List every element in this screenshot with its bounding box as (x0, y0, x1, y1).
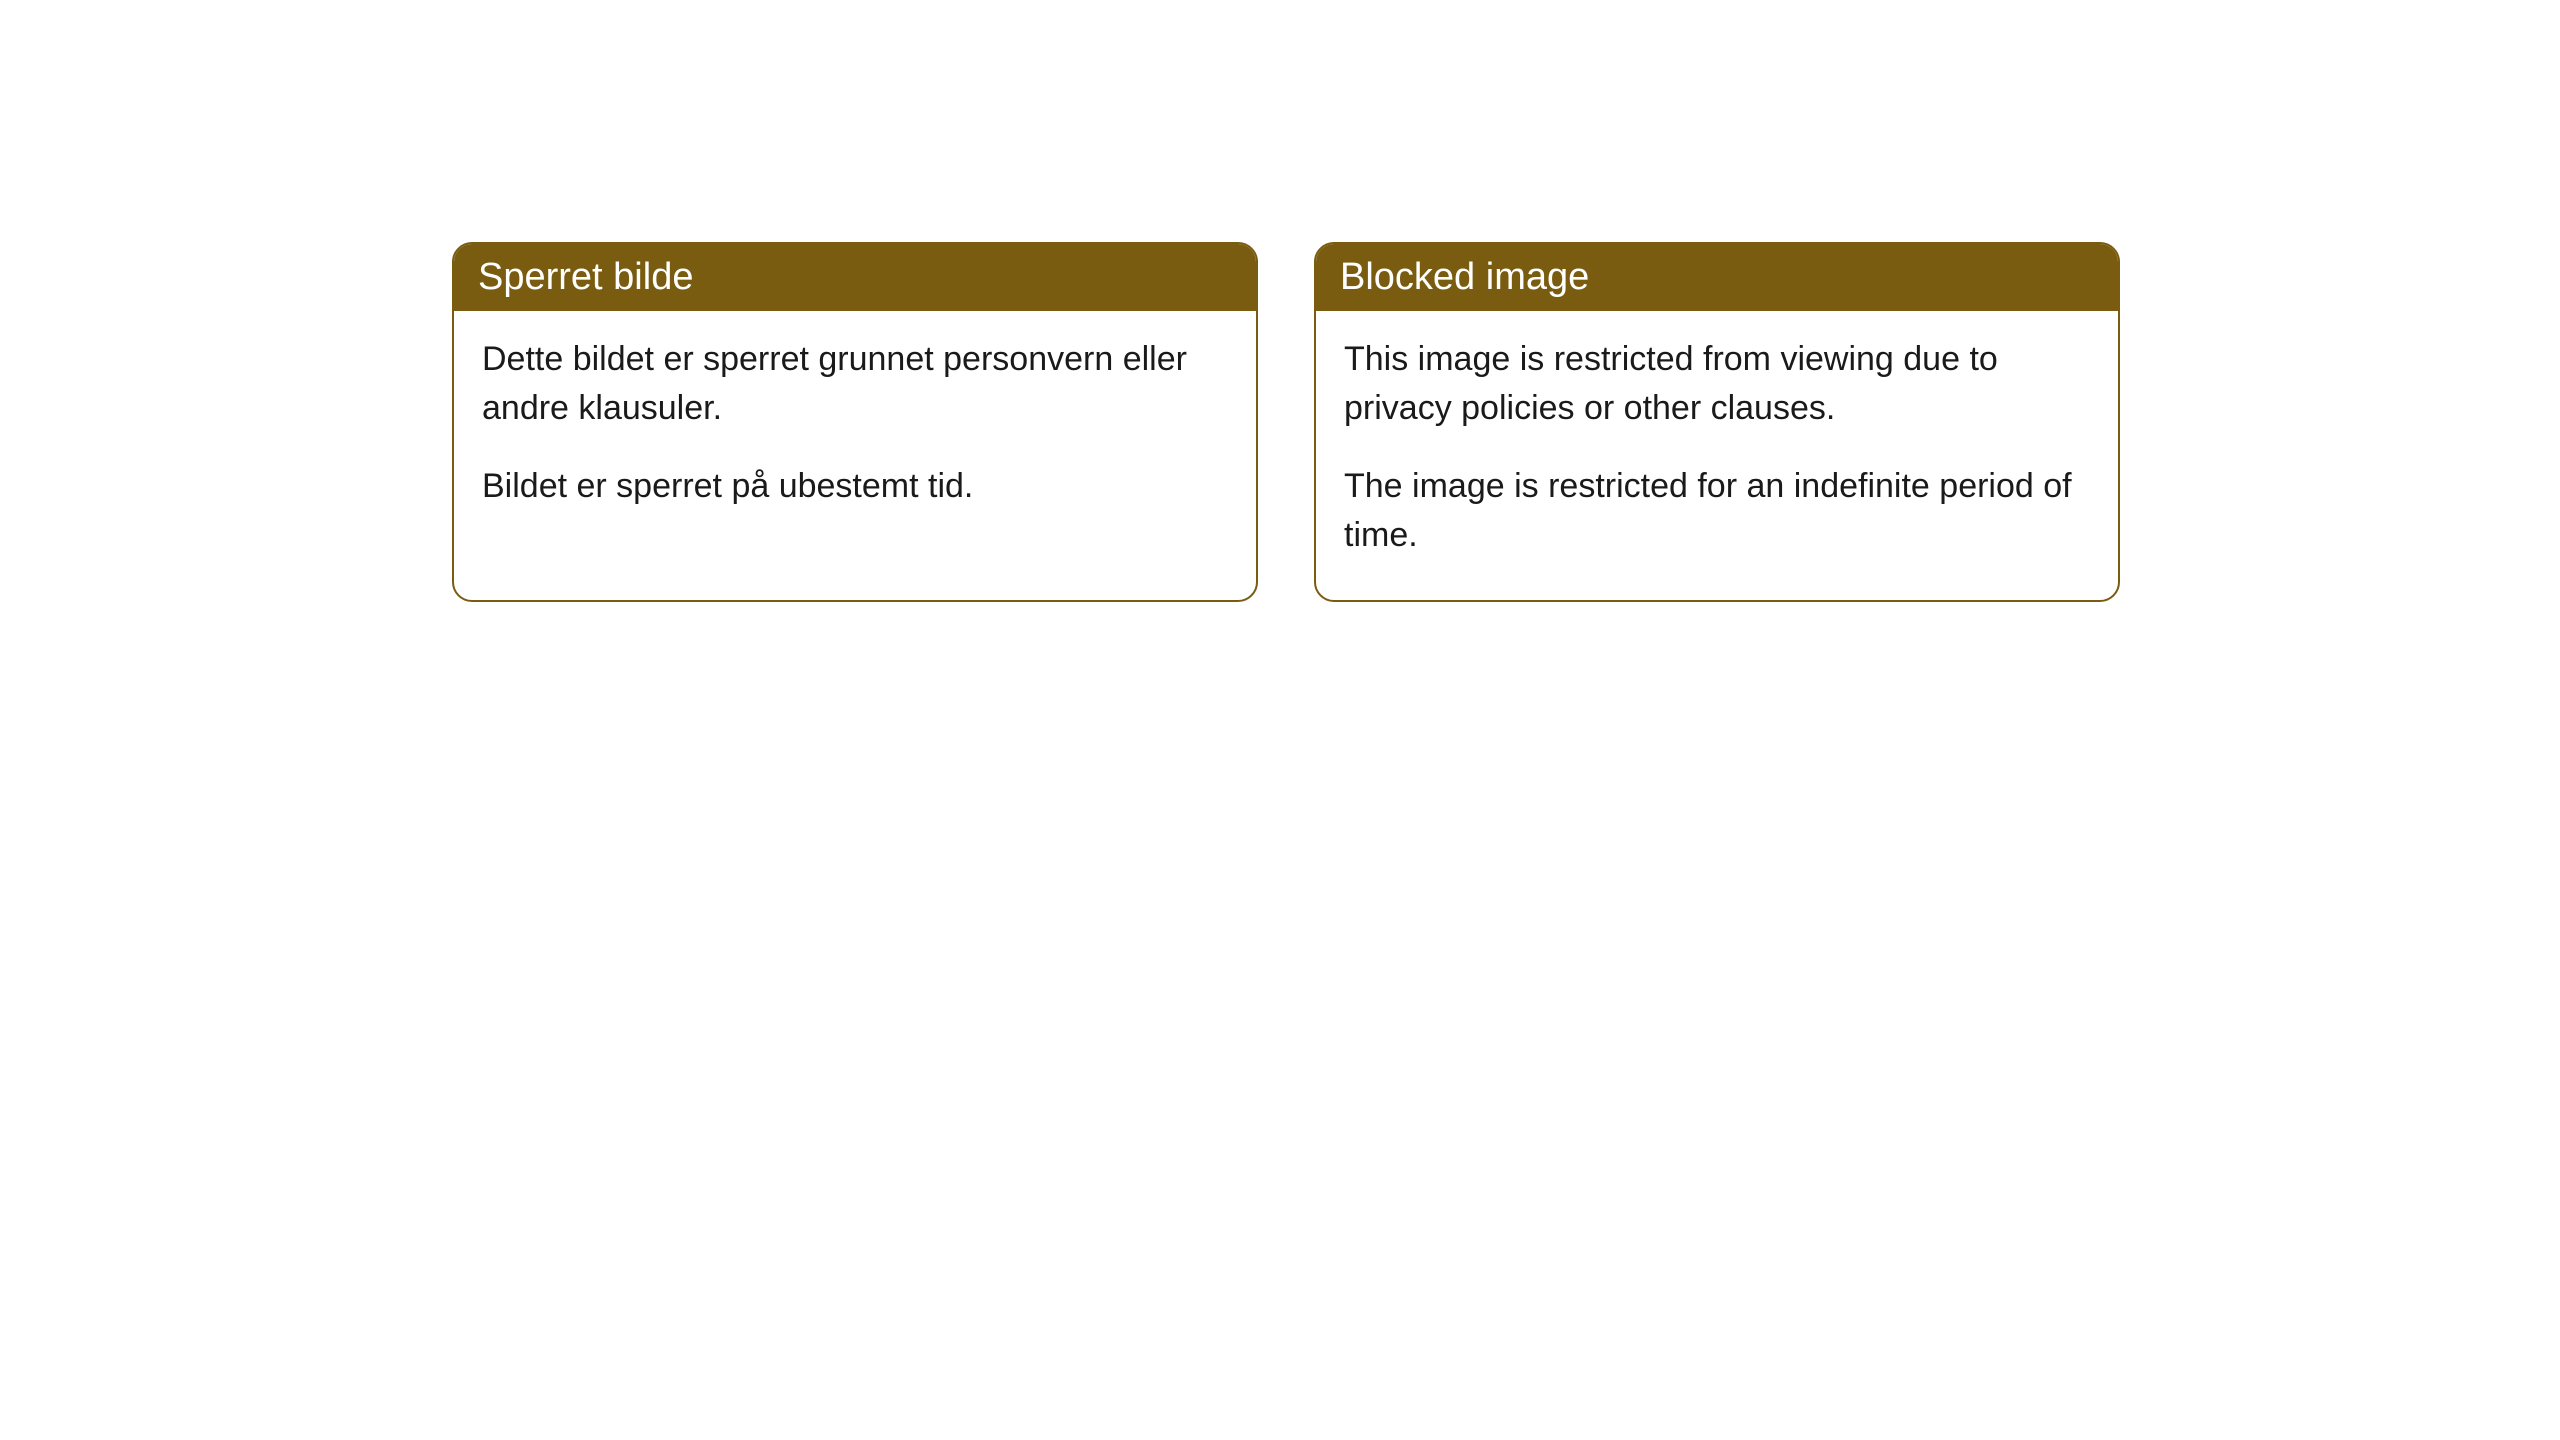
card-paragraph: Dette bildet er sperret grunnet personve… (482, 335, 1228, 434)
card-header-norwegian: Sperret bilde (454, 244, 1256, 311)
notice-cards-container: Sperret bilde Dette bildet er sperret gr… (452, 242, 2120, 602)
card-paragraph: This image is restricted from viewing du… (1344, 335, 2090, 434)
card-title: Blocked image (1340, 256, 1589, 298)
card-header-english: Blocked image (1316, 244, 2118, 311)
card-title: Sperret bilde (478, 256, 693, 298)
blocked-image-card-english: Blocked image This image is restricted f… (1314, 242, 2120, 602)
blocked-image-card-norwegian: Sperret bilde Dette bildet er sperret gr… (452, 242, 1258, 602)
card-body-english: This image is restricted from viewing du… (1316, 311, 2118, 600)
card-body-norwegian: Dette bildet er sperret grunnet personve… (454, 311, 1256, 551)
card-paragraph: Bildet er sperret på ubestemt tid. (482, 462, 1228, 511)
card-paragraph: The image is restricted for an indefinit… (1344, 462, 2090, 561)
